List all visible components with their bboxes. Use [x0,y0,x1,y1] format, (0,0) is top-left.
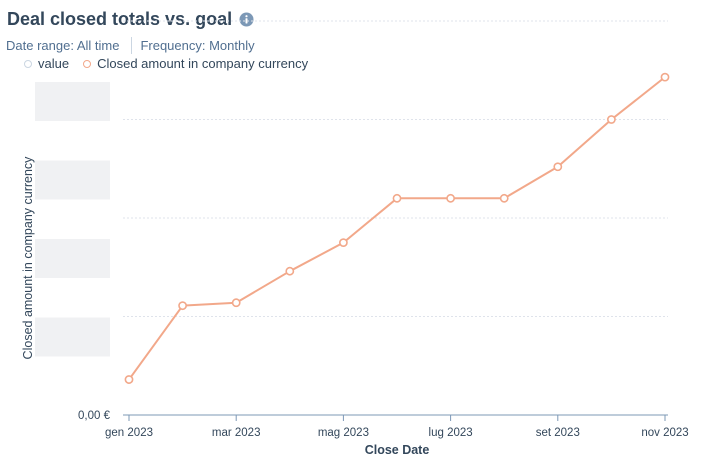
y-axis-label: Closed amount in company currency [21,156,35,360]
x-tick-label: nov 2023 [641,427,688,439]
x-tick-label: mar 2023 [212,427,261,439]
data-point [607,115,616,124]
goal-band [35,239,110,278]
data-point [446,193,455,203]
date-range-filter[interactable]: Date range: All time [6,38,120,53]
legend-label: value [38,56,70,71]
goal-band [35,160,110,200]
data-point [660,72,670,82]
y-tick-label: 0,00 € [78,410,111,422]
goal-band [35,317,110,357]
x-axis-label: Close Date [364,443,430,457]
data-point [553,162,563,172]
data-point [499,193,509,203]
series-line [128,76,666,381]
report-meta: Date range: All time Frequency: Monthly [6,37,255,54]
chart-header: Deal closed totals vs. goal [7,9,254,30]
chart-legend: value Closed amount in company currency [24,56,322,71]
legend-marker [24,59,32,68]
legend-marker [83,59,92,68]
legend-item-closed-amount[interactable]: Closed amount in company currency [83,56,308,71]
data-point [178,301,187,311]
meta-divider [131,37,133,54]
info-icon[interactable] [239,12,254,27]
goal-band [35,82,110,121]
data-point [285,266,295,276]
x-tick-label: lug 2023 [429,427,473,439]
data-point [338,238,348,248]
frequency-filter[interactable]: Frequency: Monthly [140,38,255,53]
data-point [231,298,241,308]
x-tick-label: gen 2023 [105,427,153,439]
x-tick-label: mag 2023 [318,427,369,439]
legend-item-value[interactable]: value [24,56,69,71]
legend-label: Closed amount in company currency [97,56,309,71]
x-tick-label: set 2023 [536,427,580,439]
data-point [392,193,402,203]
data-point [124,375,134,384]
chart-title: Deal closed totals vs. goal [7,9,233,29]
